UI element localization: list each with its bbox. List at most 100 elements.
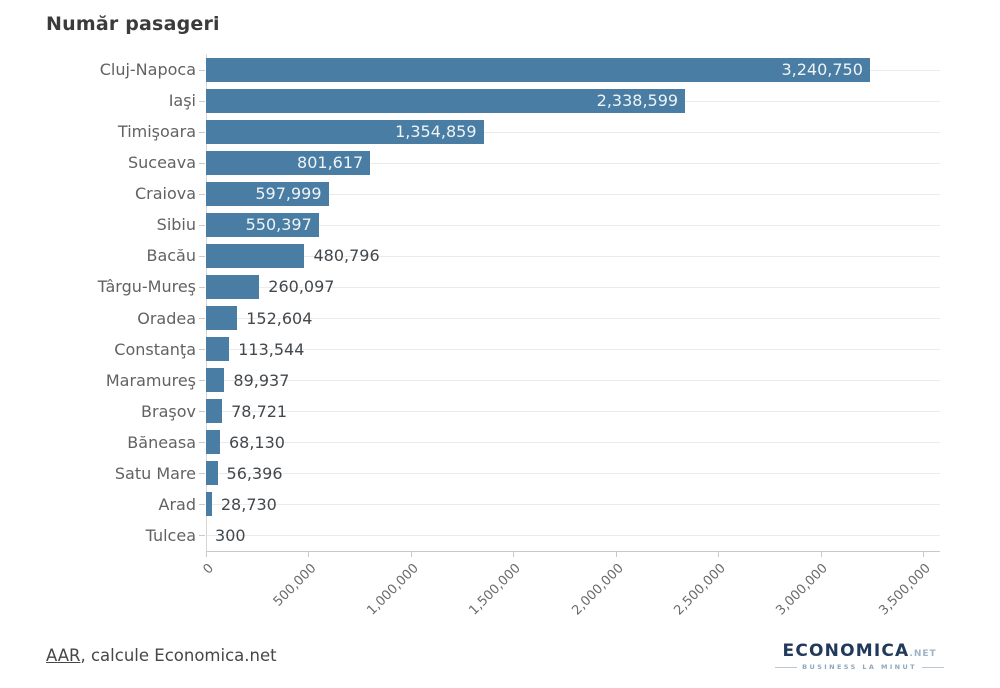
gridline <box>206 473 940 475</box>
category-label: Iaşi <box>168 91 196 111</box>
gridline <box>206 193 940 195</box>
y-tick-mark <box>199 193 205 195</box>
value-label: 152,604 <box>246 308 313 328</box>
value-label: 68,130 <box>228 432 285 452</box>
y-tick-mark <box>199 100 205 102</box>
gridline <box>206 162 940 164</box>
value-label: 89,937 <box>233 370 290 390</box>
bar: 2,338,599 <box>206 88 686 113</box>
category-label: Bacău <box>146 246 196 266</box>
y-tick-mark <box>199 535 205 537</box>
x-tick-mark <box>513 552 515 557</box>
value-label: 113,544 <box>238 339 305 359</box>
y-tick-mark <box>199 162 205 164</box>
gridline <box>206 349 940 351</box>
x-tick-label: 1,500,000 <box>466 561 524 619</box>
gridline <box>206 224 940 226</box>
bar <box>206 461 218 486</box>
tagline-text: BUSINESS LA MINUT <box>802 663 917 671</box>
category-label: Craiova <box>134 184 196 204</box>
category-label: Cluj-Napoca <box>99 60 196 79</box>
bar <box>206 337 230 362</box>
x-tick-label: 3,000,000 <box>773 561 832 619</box>
bar: 597,999 <box>206 181 329 206</box>
value-label: 597,999 <box>255 184 322 204</box>
bar: 801,617 <box>206 150 371 175</box>
value-label: 550,397 <box>245 215 312 235</box>
value-label: 56,396 <box>226 463 283 483</box>
gridline <box>206 504 940 506</box>
logo-suffix: .NET <box>909 649 937 659</box>
y-tick-mark <box>199 380 205 382</box>
y-tick-mark <box>199 286 205 288</box>
x-tick-label: 2,000,000 <box>568 561 627 619</box>
value-label: 300 <box>215 525 246 545</box>
value-label: 480,796 <box>313 246 380 266</box>
category-label: Suceava <box>127 153 196 173</box>
logo-name: ECONOMICA <box>782 641 910 661</box>
value-label: 801,617 <box>297 153 364 173</box>
y-axis-line <box>206 54 207 552</box>
y-tick-mark <box>199 318 205 320</box>
x-tick-mark <box>820 552 822 557</box>
category-label: Arad <box>158 494 196 514</box>
gridline <box>206 318 940 320</box>
category-label: Târgu-Mureş <box>97 277 196 297</box>
y-tick-mark <box>199 69 205 71</box>
economica-logo: ECONOMICA.NET BUSINESS LA MINUT <box>775 643 944 671</box>
bar: 1,354,859 <box>206 119 484 144</box>
bar <box>206 368 225 393</box>
category-label: Satu Mare <box>114 463 196 483</box>
value-label: 28,730 <box>220 494 277 514</box>
bar-chart: Cluj-Napoca 3,240,750 Iaşi 2,338,599 Timişoa… <box>46 54 946 618</box>
value-label: 3,240,750 <box>781 60 863 80</box>
category-label: Timişoara <box>117 122 196 142</box>
y-tick-mark <box>199 224 205 226</box>
y-tick-mark <box>199 504 205 506</box>
bar <box>206 243 305 268</box>
source-text: , calcule Economica.net <box>80 646 277 665</box>
gridline <box>206 411 940 413</box>
gridline <box>206 286 940 288</box>
source-link[interactable]: AAR <box>46 646 81 665</box>
bar <box>206 306 238 331</box>
category-label: Braşov <box>141 401 196 421</box>
y-tick-mark <box>199 473 205 475</box>
bar: 550,397 <box>206 212 319 237</box>
gridline <box>206 131 940 133</box>
x-tick-label: 3,500,000 <box>876 561 934 619</box>
bar <box>206 274 260 299</box>
gridline <box>206 255 940 257</box>
category-label: Băneasa <box>127 432 196 452</box>
gridline <box>206 442 940 444</box>
y-tick-mark <box>199 442 205 444</box>
gridline <box>206 380 940 382</box>
value-label: 1,354,859 <box>395 122 477 142</box>
x-tick-label: 1,000,000 <box>364 561 422 619</box>
x-tick-mark <box>206 552 207 557</box>
bar <box>206 399 223 424</box>
value-label: 2,338,599 <box>596 91 679 111</box>
bar: 3,240,750 <box>206 57 870 82</box>
category-label: Sibiu <box>156 215 196 235</box>
y-tick-mark <box>199 255 205 257</box>
logo-tagline: BUSINESS LA MINUT <box>775 663 944 671</box>
x-tick-label: 0 <box>200 561 217 578</box>
y-tick-mark <box>199 411 205 413</box>
source-line: AAR, calcule Economica.net <box>46 646 277 665</box>
tagline-rule-right <box>922 666 944 668</box>
bar <box>206 492 212 517</box>
logo-wordmark: ECONOMICA.NET <box>775 643 944 660</box>
y-tick-mark <box>199 131 205 133</box>
x-tick-label: 500,000 <box>270 561 320 610</box>
category-label: Tulcea <box>145 525 196 545</box>
x-tick-mark <box>410 552 412 557</box>
value-label: 260,097 <box>268 277 335 297</box>
category-label: Constanţa <box>114 339 196 359</box>
x-tick-mark <box>923 552 924 557</box>
category-label: Oradea <box>137 308 196 328</box>
category-label: Maramureş <box>105 370 196 390</box>
x-axis-line <box>206 551 940 552</box>
x-tick-mark <box>615 552 617 557</box>
